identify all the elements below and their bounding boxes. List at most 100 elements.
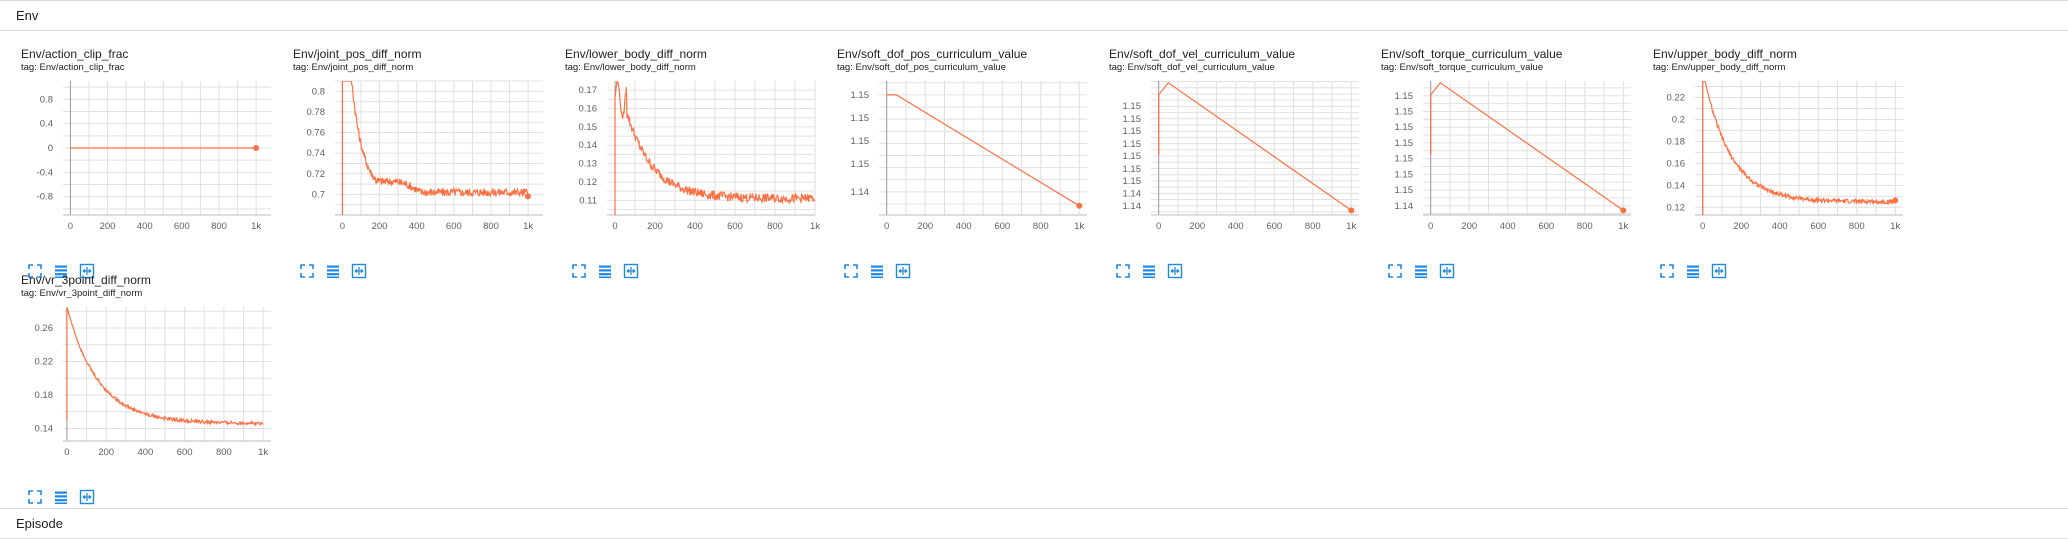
x-tick-label: 600 bbox=[1538, 221, 1554, 232]
line-chart[interactable]: 0 200 400 600 800 1k1.141.141.151.151.151.151… bbox=[1109, 75, 1359, 257]
data-table-icon bbox=[1685, 263, 1701, 279]
fit-domain-button[interactable] bbox=[351, 263, 367, 279]
section-header-env[interactable]: Env bbox=[0, 0, 2068, 31]
y-tick-label: 0.4 bbox=[40, 119, 53, 130]
line-chart[interactable]: 0 200 400 600 800 1k 1.14 1.15 1.15 1.15 1.15 1.15 1… bbox=[1381, 75, 1631, 257]
y-tick-label: 0.76 bbox=[307, 128, 326, 139]
fullscreen-icon bbox=[1659, 263, 1675, 279]
data-table-button[interactable] bbox=[53, 489, 69, 505]
chart-card: Env/soft_dof_vel_curriculum_value tag: En… bbox=[1109, 47, 1379, 279]
y-tick-label: 1.15 bbox=[1395, 106, 1414, 117]
y-tick-label: 1.15 bbox=[851, 90, 870, 101]
line-chart[interactable]: 0 200 400 600 800 1k 0.11 0.12 0.13 0.14 0.15 0.16 0… bbox=[565, 75, 820, 257]
x-tick-label: 400 bbox=[1500, 221, 1516, 232]
fullscreen-icon bbox=[27, 489, 43, 505]
series-end-point bbox=[1620, 207, 1627, 214]
y-tick-label: 0.14 bbox=[579, 140, 598, 151]
series-line bbox=[341, 81, 529, 215]
y-tick-label: 0.26 bbox=[35, 323, 54, 334]
line-chart[interactable]: 0 200 400 600 800 1k -0.8 -0.4 0 0.4 0.8 bbox=[21, 75, 271, 257]
fullscreen-button[interactable] bbox=[27, 489, 43, 505]
line-chart[interactable]: 0 200 400 600 800 1k 0.12 0.14 0.16 0.18 0.2 0.22 bbox=[1653, 75, 1903, 257]
y-tick-label: 0.78 bbox=[307, 107, 326, 118]
y-tick-label: 0.74 bbox=[307, 148, 326, 159]
x-tick-label: 600 bbox=[1266, 221, 1282, 232]
x-tick-label: 200 bbox=[917, 221, 933, 232]
fullscreen-button[interactable] bbox=[1659, 263, 1675, 279]
chart-tag: tag: Env/soft_dof_vel_curriculum_value bbox=[1109, 62, 1275, 73]
x-tick-label: 800 bbox=[216, 447, 232, 458]
y-tick-label: 0.72 bbox=[307, 169, 326, 180]
y-tick-label: 0.12 bbox=[1667, 202, 1686, 213]
y-tick-label: 1.15 bbox=[1123, 101, 1142, 112]
fit-domain-icon bbox=[79, 263, 95, 279]
series-line bbox=[1158, 81, 1352, 211]
y-tick-label: 1.15 bbox=[1395, 169, 1414, 180]
y-tick-label: 1.15 bbox=[1395, 91, 1414, 102]
y-tick-label: 1.14 bbox=[1395, 201, 1414, 212]
y-tick-label: 0.22 bbox=[1667, 92, 1686, 103]
fit-domain-icon bbox=[1167, 263, 1183, 279]
chart-toolbar bbox=[1387, 263, 1455, 279]
y-tick-label: 0 bbox=[48, 143, 53, 154]
data-table-button[interactable] bbox=[869, 263, 885, 279]
y-tick-label: 0.16 bbox=[1667, 158, 1686, 169]
chart-tag: tag: Env/vr_3point_diff_norm bbox=[21, 288, 143, 299]
data-table-button[interactable] bbox=[1413, 263, 1429, 279]
chart-title: Env/soft_torque_curriculum_value bbox=[1381, 47, 1563, 61]
x-tick-label: 800 bbox=[1849, 221, 1865, 232]
fit-domain-button[interactable] bbox=[79, 489, 95, 505]
x-tick-label: 200 bbox=[647, 221, 663, 232]
data-table-button[interactable] bbox=[597, 263, 613, 279]
series-line bbox=[66, 307, 264, 427]
fullscreen-icon bbox=[1387, 263, 1403, 279]
series-end-point bbox=[524, 193, 531, 200]
data-table-button[interactable] bbox=[325, 263, 341, 279]
fullscreen-button[interactable] bbox=[571, 263, 587, 279]
chart-card: Env/lower_body_diff_norm tag: Env/lower_b… bbox=[565, 47, 835, 279]
fit-domain-button[interactable] bbox=[623, 263, 639, 279]
fullscreen-button[interactable] bbox=[1387, 263, 1403, 279]
data-table-icon bbox=[597, 263, 613, 279]
fullscreen-button[interactable] bbox=[299, 263, 315, 279]
x-tick-label: 600 bbox=[446, 221, 462, 232]
x-tick-label: 400 bbox=[137, 447, 153, 458]
fullscreen-button[interactable] bbox=[843, 263, 859, 279]
fit-domain-button[interactable] bbox=[1711, 263, 1727, 279]
y-tick-label: 1.15 bbox=[1395, 122, 1414, 133]
y-tick-label: 0.8 bbox=[40, 94, 53, 105]
data-table-button[interactable] bbox=[1141, 263, 1157, 279]
data-table-button[interactable] bbox=[53, 263, 69, 279]
fit-domain-button[interactable] bbox=[1439, 263, 1455, 279]
chart-title: Env/lower_body_diff_norm bbox=[565, 47, 707, 61]
x-tick-label: 600 bbox=[1810, 221, 1826, 232]
fit-domain-button[interactable] bbox=[79, 263, 95, 279]
y-tick-label: 1.15 bbox=[851, 159, 870, 170]
chart-card: Env/joint_pos_diff_norm tag: Env/joint_po… bbox=[293, 47, 563, 279]
data-table-icon bbox=[325, 263, 341, 279]
data-table-button[interactable] bbox=[1685, 263, 1701, 279]
series-end-point bbox=[1348, 207, 1355, 214]
fit-domain-button[interactable] bbox=[895, 263, 911, 279]
fullscreen-button[interactable] bbox=[1115, 263, 1131, 279]
x-tick-label: 1k bbox=[1618, 221, 1628, 232]
y-tick-label: 0.14 bbox=[1667, 180, 1686, 191]
y-tick-label: 0.13 bbox=[579, 159, 598, 170]
fullscreen-button[interactable] bbox=[27, 263, 43, 279]
line-chart[interactable]: 0 200 400 600 800 1k 0.14 0.18 0.22 0.26 bbox=[21, 301, 271, 483]
series-end-point bbox=[253, 145, 260, 151]
chart-tag: tag: Env/joint_pos_diff_norm bbox=[293, 62, 414, 73]
chart-title: Env/vr_3point_diff_norm bbox=[21, 273, 151, 287]
fit-domain-button[interactable] bbox=[1167, 263, 1183, 279]
y-tick-label: 1.15 bbox=[1395, 138, 1414, 149]
section-header-episode[interactable]: Episode bbox=[0, 508, 2068, 539]
y-tick-label: 1.15 bbox=[1395, 154, 1414, 165]
line-chart[interactable]: 0 200 400 600 800 1k 1.14 1.15 1.15 1.15 1.15 bbox=[837, 75, 1087, 257]
x-tick-label: 600 bbox=[727, 221, 743, 232]
line-chart[interactable]: 0 200 400 600 800 1k 0.7 0.72 0.74 0.76 0.78 0.8 bbox=[293, 75, 543, 257]
chart-card: Env/soft_dof_pos_curriculum_value tag: En… bbox=[837, 47, 1107, 279]
y-tick-label: 0.18 bbox=[35, 390, 54, 401]
x-tick-label: 800 bbox=[211, 221, 227, 232]
chart-card: Env/upper_body_diff_norm tag: Env/upper_b… bbox=[1653, 47, 1923, 279]
chart-toolbar bbox=[299, 263, 367, 279]
